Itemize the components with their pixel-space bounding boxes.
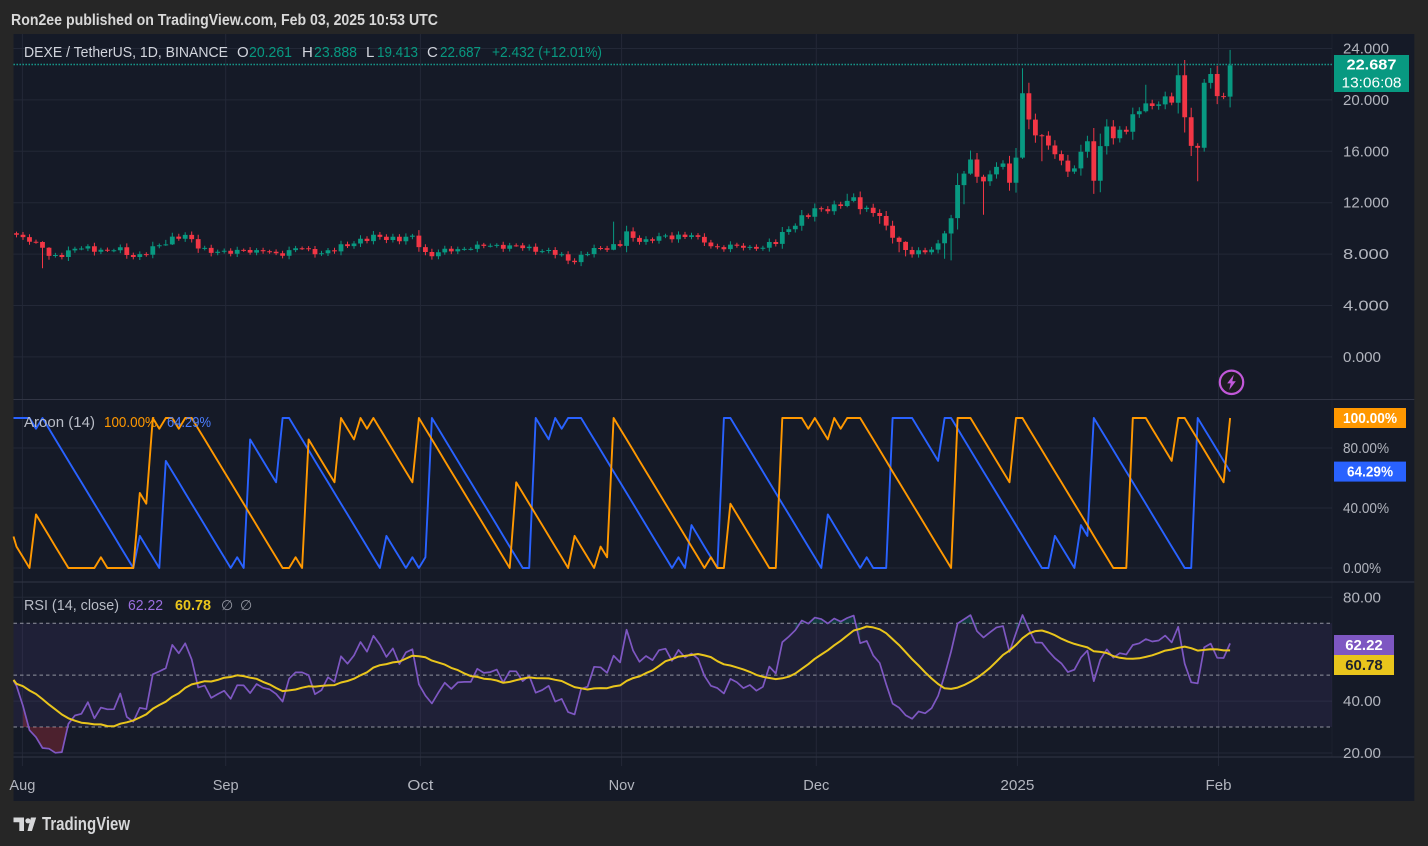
svg-text:100.00%: 100.00% xyxy=(104,414,157,431)
svg-text:62.22: 62.22 xyxy=(128,597,163,614)
svg-text:19.413: 19.413 xyxy=(377,44,418,61)
svg-text:40.00%: 40.00% xyxy=(1343,500,1389,517)
svg-text:Feb: Feb xyxy=(1206,777,1232,794)
svg-text:+2.432 (+12.01%): +2.432 (+12.01%) xyxy=(492,44,602,61)
svg-text:Oct: Oct xyxy=(407,777,434,794)
svg-text:13:06:08: 13:06:08 xyxy=(1342,76,1402,92)
svg-text:20.261: 20.261 xyxy=(249,44,292,61)
svg-text:64.29%: 64.29% xyxy=(167,414,211,431)
svg-text:0.000: 0.000 xyxy=(1343,349,1381,366)
svg-text:∅: ∅ xyxy=(221,597,233,613)
svg-text:62.22: 62.22 xyxy=(1345,637,1383,654)
svg-text:Dec: Dec xyxy=(803,777,829,794)
svg-text:24.000: 24.000 xyxy=(1343,41,1389,58)
svg-text:Sep: Sep xyxy=(213,777,239,794)
svg-text:20.00: 20.00 xyxy=(1343,745,1381,762)
svg-text:23.888: 23.888 xyxy=(314,44,357,61)
svg-text:O: O xyxy=(237,44,249,61)
svg-text:40.00: 40.00 xyxy=(1343,693,1381,710)
svg-text:60.78: 60.78 xyxy=(175,597,211,614)
svg-text:22.687: 22.687 xyxy=(440,44,481,61)
svg-text:0.00%: 0.00% xyxy=(1343,560,1381,577)
svg-text:4.000: 4.000 xyxy=(1343,298,1389,315)
svg-text:64.29%: 64.29% xyxy=(1347,464,1393,481)
svg-text:Aug: Aug xyxy=(9,777,35,794)
svg-text:80.00%: 80.00% xyxy=(1343,440,1389,457)
svg-text:L: L xyxy=(366,44,374,61)
svg-text:8.000: 8.000 xyxy=(1343,246,1389,263)
svg-text:C: C xyxy=(427,44,438,61)
svg-text:22.687: 22.687 xyxy=(1347,57,1397,74)
svg-text:TradingView: TradingView xyxy=(42,814,131,834)
svg-text:20.000: 20.000 xyxy=(1343,92,1389,109)
svg-text:80.00: 80.00 xyxy=(1343,589,1381,606)
svg-text:∅: ∅ xyxy=(240,597,252,613)
svg-text:100.00%: 100.00% xyxy=(1343,410,1397,427)
svg-text:12.000: 12.000 xyxy=(1343,195,1389,212)
svg-text:DEXE / TetherUS, 1D, BINANCE: DEXE / TetherUS, 1D, BINANCE xyxy=(24,44,228,61)
svg-text:Aroon (14): Aroon (14) xyxy=(24,414,95,431)
svg-text:16.000: 16.000 xyxy=(1343,143,1389,160)
svg-text:Nov: Nov xyxy=(609,777,635,794)
svg-text:RSI (14, close): RSI (14, close) xyxy=(24,597,119,614)
svg-text:60.78: 60.78 xyxy=(1345,657,1383,674)
svg-text:2025: 2025 xyxy=(1000,777,1034,794)
svg-text:H: H xyxy=(302,44,313,61)
svg-text:Ron2ee published on TradingVie: Ron2ee published on TradingView.com, Feb… xyxy=(11,12,438,29)
